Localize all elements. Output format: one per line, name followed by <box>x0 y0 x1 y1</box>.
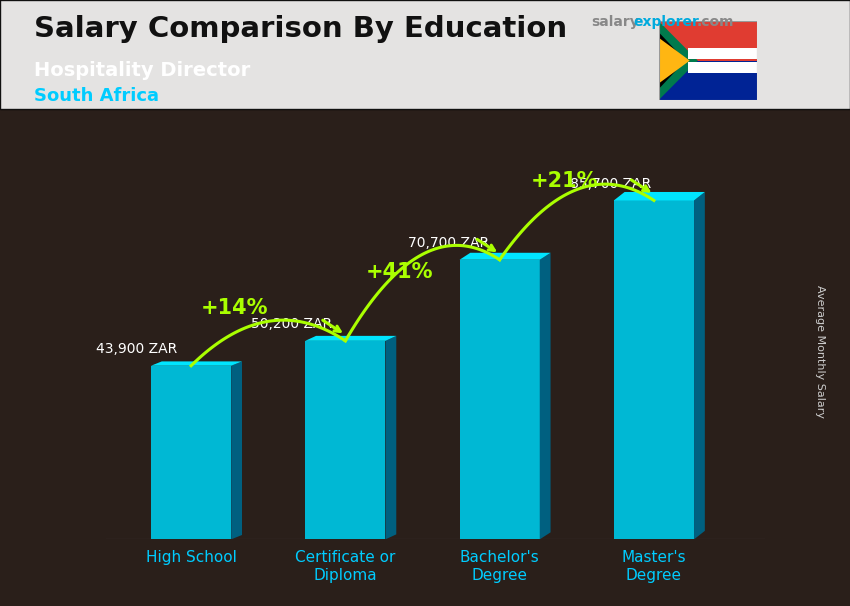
Text: Hospitality Director: Hospitality Director <box>34 61 250 79</box>
Text: .com: .com <box>697 15 734 29</box>
Polygon shape <box>659 32 685 89</box>
Text: Average Monthly Salary: Average Monthly Salary <box>815 285 825 418</box>
FancyBboxPatch shape <box>0 0 850 109</box>
Polygon shape <box>231 361 242 539</box>
Bar <box>659 61 756 100</box>
Polygon shape <box>386 336 396 539</box>
Bar <box>460 260 540 539</box>
Bar <box>614 201 694 539</box>
Polygon shape <box>151 361 242 366</box>
Text: Salary Comparison By Education: Salary Comparison By Education <box>34 15 567 43</box>
Polygon shape <box>659 21 698 100</box>
Polygon shape <box>540 253 551 539</box>
Text: 85,700 ZAR: 85,700 ZAR <box>570 176 651 190</box>
Polygon shape <box>460 253 551 260</box>
Bar <box>151 366 231 539</box>
Bar <box>688 48 756 59</box>
Text: +21%: +21% <box>530 171 598 191</box>
Bar <box>305 341 386 539</box>
Polygon shape <box>694 192 705 539</box>
Text: South Africa: South Africa <box>34 87 159 105</box>
Text: 70,700 ZAR: 70,700 ZAR <box>408 236 490 250</box>
Text: explorer: explorer <box>633 15 699 29</box>
Bar <box>659 21 756 61</box>
Text: 43,900 ZAR: 43,900 ZAR <box>97 342 178 356</box>
Polygon shape <box>659 38 689 84</box>
Text: salary: salary <box>591 15 638 29</box>
Polygon shape <box>614 192 705 201</box>
Bar <box>688 62 756 73</box>
Text: 50,200 ZAR: 50,200 ZAR <box>251 317 332 331</box>
Text: +14%: +14% <box>201 298 268 318</box>
Polygon shape <box>305 336 396 341</box>
Text: +41%: +41% <box>366 262 434 282</box>
